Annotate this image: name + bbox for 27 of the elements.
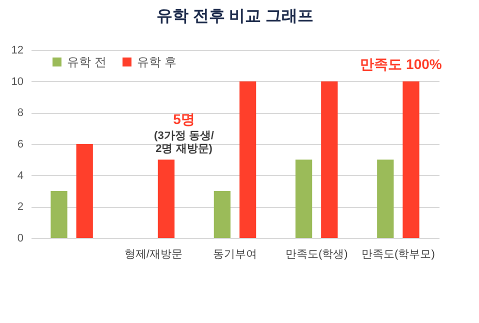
bar <box>50 191 68 238</box>
y-tick-label: 8 <box>17 107 24 120</box>
annotation: 만족도 100% <box>360 56 442 72</box>
bar <box>76 144 93 238</box>
annotation: 5명 <box>173 111 195 127</box>
bar <box>295 160 312 238</box>
x-tick-label: 동기부여 <box>213 248 257 260</box>
x-tick-label: 형제/재방문 <box>124 248 182 260</box>
y-tick-label: 10 <box>11 76 24 88</box>
y-tick-label: 4 <box>17 170 24 182</box>
bar <box>321 81 338 238</box>
x-tick-label: 만족도(학부모) <box>362 248 435 260</box>
x-tick-label: 만족도(학생) <box>285 248 348 260</box>
bar <box>402 81 420 238</box>
bar <box>239 81 256 238</box>
bar <box>214 191 231 238</box>
y-tick-label: 6 <box>17 138 24 150</box>
bar <box>377 160 394 238</box>
annotation: (3가정 동생/ <box>154 130 214 142</box>
legend-label: 유학 후 <box>137 55 176 69</box>
y-tick-label: 2 <box>17 201 24 214</box>
annotation: 2명 재방문) <box>156 143 213 155</box>
legend-label: 유학 전 <box>67 55 106 69</box>
bar <box>158 160 175 238</box>
y-tick-label: 0 <box>17 232 24 244</box>
y-tick-label: 12 <box>11 44 24 56</box>
chart-title: 유학 전후 비교 그래프 <box>156 8 314 25</box>
